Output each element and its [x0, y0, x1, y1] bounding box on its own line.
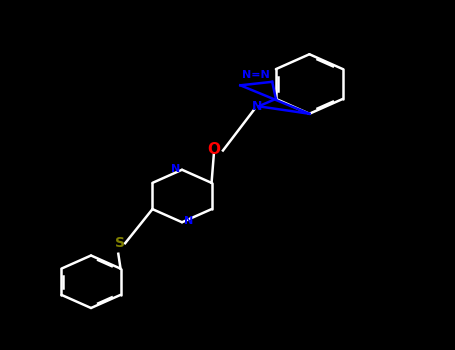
- Text: O: O: [207, 142, 220, 157]
- Text: N: N: [252, 100, 262, 113]
- Text: N=N: N=N: [243, 70, 270, 80]
- Text: N: N: [184, 216, 193, 226]
- Text: N: N: [171, 163, 180, 174]
- Text: S: S: [115, 236, 125, 250]
